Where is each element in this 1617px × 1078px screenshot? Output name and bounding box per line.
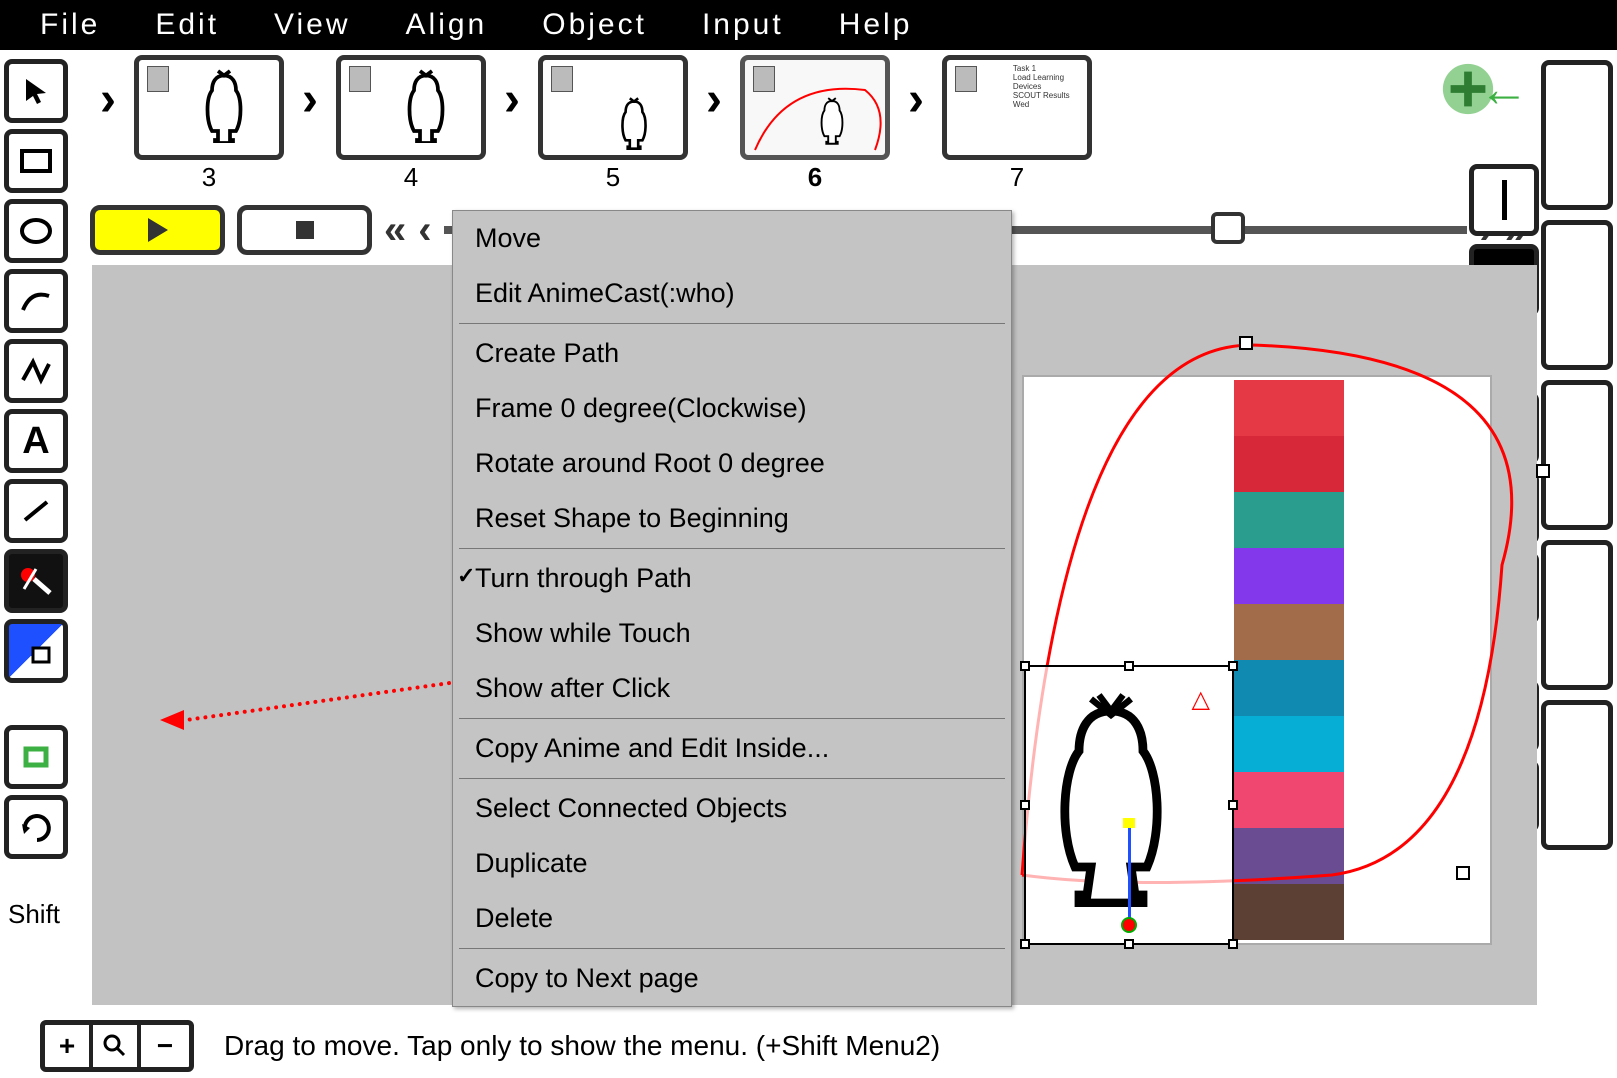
ctx-separator bbox=[459, 718, 1005, 719]
frame-label: 3 bbox=[202, 162, 216, 193]
polyline-tool[interactable] bbox=[4, 339, 68, 403]
node-tool[interactable] bbox=[4, 549, 68, 613]
ctx-copy-next-page[interactable]: Copy to Next page bbox=[453, 951, 1011, 1006]
frame-label: 7 bbox=[1010, 162, 1024, 193]
rect-tool[interactable] bbox=[4, 129, 68, 193]
ctx-frame-degree[interactable]: Frame 0 degree(Clockwise) bbox=[453, 381, 1011, 436]
ctx-edit-animecast[interactable]: Edit AnimeCast(:who) bbox=[453, 266, 1011, 321]
ctx-turn-through-path[interactable]: Turn through Path bbox=[453, 551, 1011, 606]
shift-indicator: Shift bbox=[4, 891, 76, 938]
zoom-controls: + − bbox=[40, 1020, 194, 1072]
zoom-fit-button[interactable] bbox=[93, 1025, 141, 1067]
stroke-tool[interactable] bbox=[1469, 164, 1539, 236]
ctx-separator bbox=[459, 948, 1005, 949]
zoom-in-button[interactable]: + bbox=[45, 1025, 93, 1067]
context-menu: Move Edit AnimeCast(:who) Create Path Fr… bbox=[452, 210, 1012, 1007]
ctx-rotate-root[interactable]: Rotate around Root 0 degree bbox=[453, 436, 1011, 491]
frame-label: 5 bbox=[606, 162, 620, 193]
ctx-show-while-touch[interactable]: Show while Touch bbox=[453, 606, 1011, 661]
ctx-select-connected[interactable]: Select Connected Objects bbox=[453, 781, 1011, 836]
menu-help[interactable]: Help bbox=[839, 8, 913, 42]
text-tool[interactable]: A bbox=[4, 409, 68, 473]
menu-object[interactable]: Object bbox=[542, 8, 647, 42]
ctx-copy-anime-edit[interactable]: Copy Anime and Edit Inside... bbox=[453, 721, 1011, 776]
prev-button[interactable]: ‹ bbox=[418, 208, 431, 253]
ctx-separator bbox=[459, 323, 1005, 324]
frame-thumb[interactable]: Task 1Load Learning DevicesSCOUT Results… bbox=[942, 55, 1092, 193]
ctx-duplicate[interactable]: Duplicate bbox=[453, 836, 1011, 891]
menu-view[interactable]: View bbox=[274, 8, 350, 42]
frame-thumb[interactable]: 6 bbox=[740, 55, 890, 193]
frame-label: 6 bbox=[808, 162, 822, 193]
ctx-reset-shape[interactable]: Reset Shape to Beginning bbox=[453, 491, 1011, 546]
frame-nav-arrow[interactable]: › bbox=[100, 55, 116, 145]
character-sprite bbox=[1031, 687, 1191, 907]
statusbar: + − Drag to move. Tap only to show the m… bbox=[0, 1013, 1617, 1078]
menu-file[interactable]: File bbox=[40, 8, 100, 42]
orientation-triangle-icon: △ bbox=[1192, 685, 1210, 714]
frame-nav-arrow[interactable]: › bbox=[908, 55, 924, 145]
right-panel-1[interactable] bbox=[1541, 60, 1613, 210]
rotate-tool[interactable] bbox=[4, 795, 68, 859]
motion-arrow-line bbox=[172, 680, 460, 724]
ctx-show-after-click[interactable]: Show after Click bbox=[453, 661, 1011, 716]
frame-nav-arrow[interactable]: › bbox=[504, 55, 520, 145]
menubar: File Edit View Align Object Input Help bbox=[0, 0, 1617, 50]
green-box-tool[interactable] bbox=[4, 725, 68, 789]
timeline-thumb[interactable] bbox=[1211, 212, 1245, 244]
frame-thumb[interactable]: 4 bbox=[336, 55, 486, 193]
frame-nav-arrow[interactable]: › bbox=[706, 55, 722, 145]
stop-button[interactable] bbox=[237, 205, 372, 255]
play-button[interactable] bbox=[90, 205, 225, 255]
oval-tool[interactable] bbox=[4, 199, 68, 263]
menu-align[interactable]: Align bbox=[406, 8, 488, 42]
curve-tool[interactable] bbox=[4, 269, 68, 333]
back-arrow-icon[interactable]: ← bbox=[1469, 60, 1539, 118]
frame-thumb[interactable]: 5 bbox=[538, 55, 688, 193]
pointer-tool[interactable] bbox=[4, 59, 68, 123]
menu-edit[interactable]: Edit bbox=[155, 8, 219, 42]
rewind-button[interactable]: « bbox=[384, 208, 406, 253]
frame-label: 4 bbox=[404, 162, 418, 193]
ctx-create-path[interactable]: Create Path bbox=[453, 326, 1011, 381]
motion-arrow-head-icon bbox=[160, 710, 184, 730]
frames-strip: › 3 › 4 › 5 › 6 › Task 1Load Learning De… bbox=[100, 50, 1517, 185]
status-text: Drag to move. Tap only to show the menu.… bbox=[224, 1030, 940, 1062]
zoom-out-button[interactable]: − bbox=[141, 1025, 189, 1067]
menu-input[interactable]: Input bbox=[702, 8, 784, 42]
ctx-move[interactable]: Move bbox=[453, 211, 1011, 266]
left-toolbar: A Shift bbox=[0, 55, 80, 942]
line-tool[interactable] bbox=[4, 479, 68, 543]
ctx-delete[interactable]: Delete bbox=[453, 891, 1011, 946]
shape-tool[interactable] bbox=[4, 619, 68, 683]
frame-nav-arrow[interactable]: › bbox=[302, 55, 318, 145]
ctx-separator bbox=[459, 548, 1005, 549]
frame-thumb[interactable]: 3 bbox=[134, 55, 284, 193]
selected-object[interactable]: △ bbox=[1024, 665, 1234, 945]
ctx-separator bbox=[459, 778, 1005, 779]
